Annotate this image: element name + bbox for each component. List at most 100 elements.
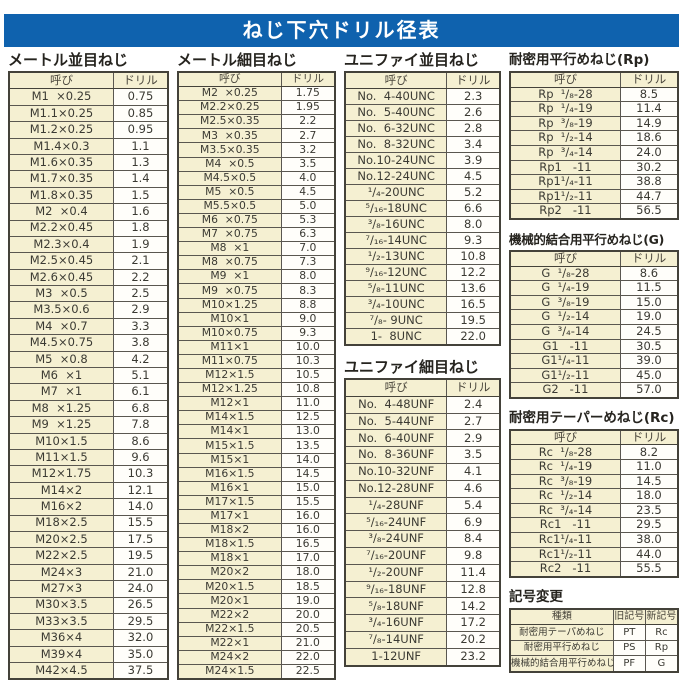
table-row: ⁵/₁₆-18UNC 6.6 bbox=[344, 200, 501, 217]
drill-cell: 24.0 bbox=[112, 580, 169, 598]
col-header-drill: ドリル bbox=[619, 250, 679, 267]
table-row: M2.5×0.35 2.2 bbox=[177, 114, 336, 130]
table-row: ⁷/₁₆-14UNC 9.3 bbox=[344, 232, 501, 249]
table-row: M12×1.5 10.5 bbox=[177, 367, 336, 384]
table-row: G ¹/₂-14 19.0 bbox=[509, 309, 679, 325]
table-row: M2.2×0.25 1.95 bbox=[177, 100, 336, 116]
name-cell: No. 6-40UNF bbox=[344, 429, 448, 448]
name-cell: M7 ×1 bbox=[8, 383, 114, 401]
table-row: M7 ×1 6.1 bbox=[8, 383, 169, 401]
table-row: Rp ³/₄-14 24.0 bbox=[509, 144, 679, 161]
table-row: M22×2 20.0 bbox=[177, 607, 336, 623]
name-cell: Rc1 -11 bbox=[509, 517, 621, 534]
table-row: ⁵/₈-11UNC 13.6 bbox=[344, 280, 501, 297]
name-cell: Rc ³/₈-19 bbox=[509, 473, 621, 490]
table-row: M10×0.75 9.3 bbox=[177, 325, 336, 341]
name-cell: M14×1 bbox=[177, 424, 282, 440]
name-cell: G ¹/₄-19 bbox=[509, 280, 621, 296]
drill-cell: 4.5 bbox=[280, 184, 336, 200]
drill-cell: 6.1 bbox=[112, 383, 169, 401]
header-row: 呼び ドリル bbox=[509, 250, 679, 267]
drill-cell: 3.8 bbox=[112, 334, 169, 352]
table-row: G ³/₈-19 15.0 bbox=[509, 294, 679, 311]
col-header-drill: ドリル bbox=[446, 378, 501, 397]
name-cell: M12×1.25 bbox=[177, 382, 282, 398]
col-header-name: 呼び bbox=[509, 71, 621, 88]
table-row: G ¹/₈-28 8.6 bbox=[509, 265, 679, 282]
drill-cell: 20.2 bbox=[446, 630, 501, 649]
name-cell: M16×1.5 bbox=[177, 466, 282, 482]
drill-cell: 18.0 bbox=[280, 565, 336, 581]
drill-cell: 2.9 bbox=[446, 429, 501, 448]
drill-cell: 15.5 bbox=[112, 514, 169, 532]
table-row: M4 ×0.7 3.3 bbox=[8, 317, 169, 336]
drill-cell: 45.0 bbox=[619, 367, 679, 384]
drill-cell: 1.8 bbox=[112, 219, 169, 237]
rp-table: 呼び ドリル Rp ¹/₈-28 8.5 Rp ¹/₄-19 11.4 Rp ³/₈-1… bbox=[509, 71, 679, 220]
drill-cell: 14.2 bbox=[446, 597, 501, 616]
name-cell: Rp ¹/₂-14 bbox=[509, 130, 621, 146]
table-row: G ¹/₄-19 11.5 bbox=[509, 280, 679, 296]
table-row: M12×1.75 10.3 bbox=[8, 465, 169, 483]
table-row: M12×1.25 10.8 bbox=[177, 382, 336, 398]
name-cell: M11×1.5 bbox=[8, 448, 114, 467]
table-row: M1.1×0.25 0.85 bbox=[8, 104, 169, 123]
name-cell: ¹/₂-13UNC bbox=[344, 248, 448, 265]
table-row: M4.5×0.75 3.8 bbox=[8, 334, 169, 352]
table-row: M20×1 19.0 bbox=[177, 593, 336, 609]
name-cell: Rc ¹/₄-19 bbox=[509, 459, 621, 475]
table-row: ⁵/₁₆-24UNF 6.9 bbox=[344, 513, 501, 532]
name-cell: G2 -11 bbox=[509, 382, 621, 399]
table-row: No. 4-48UNF 2.4 bbox=[344, 395, 501, 414]
column-metric-fine: メートル細目ねじ 呼び ドリル M2 ×0.25 1.75 M2.2×0.25 1.9… bbox=[177, 52, 336, 681]
name-cell: ¹/₂-20UNF bbox=[344, 563, 448, 582]
drill-cell: 10.8 bbox=[280, 382, 336, 398]
table-row: Rp ¹/₄-19 11.4 bbox=[509, 101, 679, 117]
name-cell: M9 ×1.25 bbox=[8, 416, 114, 434]
name-cell: 機械的結合用平行めねじ bbox=[509, 655, 614, 673]
drill-cell: 3.2 bbox=[280, 142, 336, 158]
table-row: M3.5×0.35 3.2 bbox=[177, 142, 336, 158]
name-cell: M42×4.5 bbox=[8, 662, 114, 680]
table-row: ¹/₄-28UNF 5.4 bbox=[344, 496, 501, 515]
name-cell: M18×2.5 bbox=[8, 514, 114, 532]
name-cell: M10×1 bbox=[177, 311, 282, 327]
name-cell: G1¹/₂-11 bbox=[509, 367, 621, 384]
name-cell: M2.5×0.35 bbox=[177, 114, 282, 130]
name-cell: M5 ×0.5 bbox=[177, 184, 282, 200]
name-cell: M1.7×0.35 bbox=[8, 170, 114, 188]
table-row: M14×1.5 12.5 bbox=[177, 410, 336, 426]
table-row: M1.8×0.35 1.5 bbox=[8, 186, 169, 205]
drill-cell: 19.0 bbox=[619, 309, 679, 325]
name-cell: M1.1×0.25 bbox=[8, 104, 114, 123]
drill-cell: 9.6 bbox=[112, 448, 169, 467]
name-cell: Rp1¹/₂-11 bbox=[509, 188, 621, 205]
table-row: No. 4-40UNC 2.3 bbox=[344, 88, 501, 105]
name-cell: Rp ³/₈-19 bbox=[509, 115, 621, 132]
name-cell: M15×1 bbox=[177, 452, 282, 468]
name-cell: M22×1 bbox=[177, 635, 282, 651]
drill-cell: 6.6 bbox=[446, 200, 501, 217]
table-row: No.10-24UNC 3.9 bbox=[344, 152, 501, 169]
table-row: ⁵/₈-18UNF 14.2 bbox=[344, 597, 501, 616]
name-cell: M9 ×1 bbox=[177, 269, 282, 285]
table-row: M3 ×0.5 2.5 bbox=[8, 285, 169, 303]
col-header-name: 呼び bbox=[344, 378, 448, 397]
drill-cell: 2.7 bbox=[446, 412, 501, 431]
drill-cell: 23.2 bbox=[446, 647, 501, 667]
drill-cell: 2.7 bbox=[280, 128, 336, 144]
section-unified-fine: ユニファイ細目ねじ 呼び ドリル No. 4-48UNF 2.4 No. 5-44U… bbox=[344, 359, 501, 667]
drill-cell: 7.0 bbox=[280, 241, 336, 257]
section-title: 耐密用テーパーめねじ(Rc) bbox=[509, 409, 675, 426]
drill-cell: 16.5 bbox=[280, 537, 336, 553]
drill-cell: 1.5 bbox=[112, 186, 169, 205]
drill-cell: 10.3 bbox=[112, 465, 169, 483]
name-cell: M12×1.5 bbox=[177, 367, 282, 384]
drill-cell: 38.0 bbox=[619, 532, 679, 548]
table-row: Rc1¹/₂-11 44.0 bbox=[509, 546, 679, 563]
table-row: M7 ×0.75 6.3 bbox=[177, 227, 336, 243]
drill-cell: 15.0 bbox=[280, 480, 336, 496]
col-header-name: 呼び bbox=[509, 250, 621, 267]
name-cell: M4.5×0.5 bbox=[177, 170, 282, 186]
name-cell: M2.5×0.45 bbox=[8, 252, 114, 270]
